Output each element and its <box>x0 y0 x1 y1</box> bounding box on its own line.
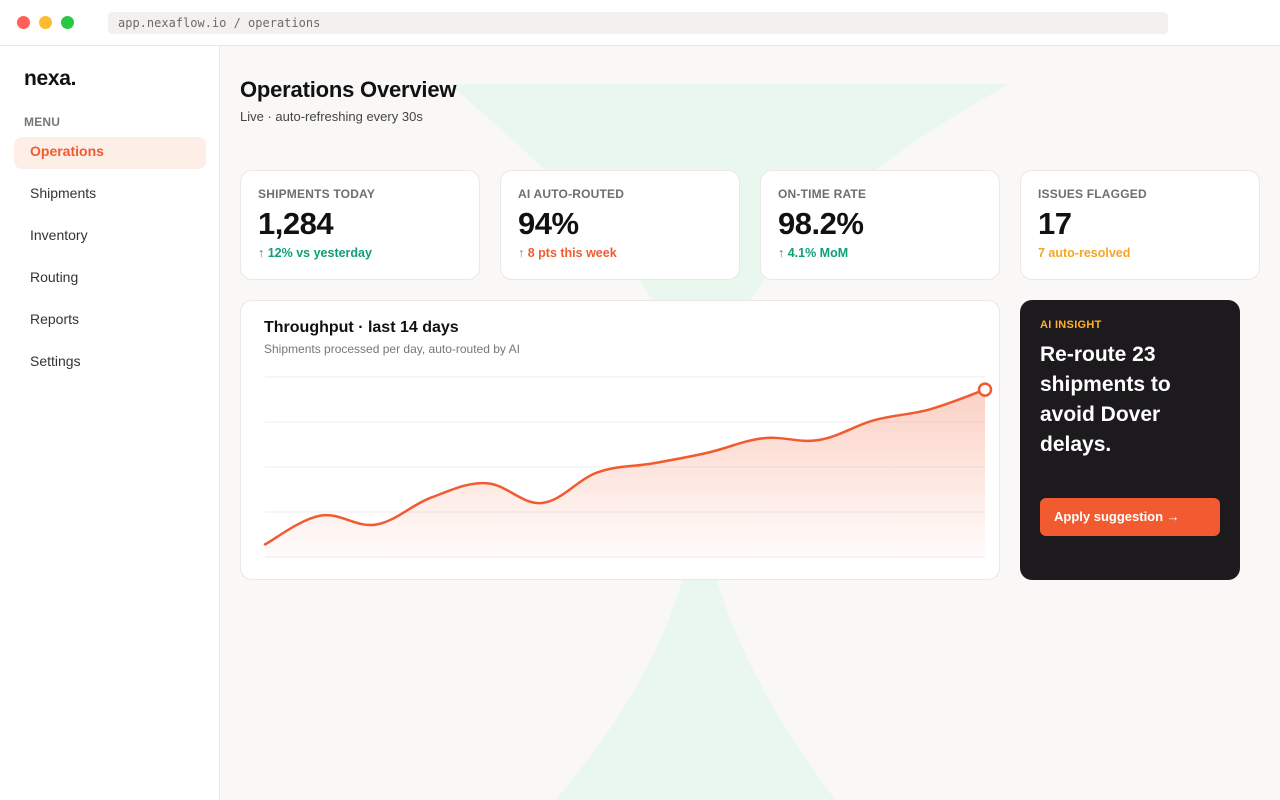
stat-label: SHIPMENTS TODAY <box>258 187 376 201</box>
address-bar[interactable]: app.nexaflow.io / operations <box>108 12 1168 34</box>
insight-text: Re-route 23 shipments to avoid Dover del… <box>1040 343 1171 456</box>
stat-value: 94% <box>518 206 579 241</box>
stat-label: ON-TIME RATE <box>778 187 867 201</box>
stat-trend: ↑ 8 pts this week <box>518 246 617 260</box>
sidebar: nexa. MENU Operations Shipments Inventor… <box>0 46 220 800</box>
chart-area-fill <box>265 389 985 557</box>
browser-chrome: app.nexaflow.io / operations <box>0 0 1280 46</box>
sidebar-item-routing[interactable]: Routing <box>30 269 79 285</box>
stat-value: 17 <box>1038 206 1072 241</box>
stat-card-issues-flagged[interactable]: ISSUES FLAGGED 17 7 auto-resolved <box>1020 170 1260 280</box>
stat-trend: ↑ 4.1% MoM <box>778 246 849 260</box>
chart-series-line <box>263 388 987 546</box>
ai-insight-card: AI INSIGHT Re-route 23 shipments to avoi… <box>1020 300 1240 580</box>
sidebar-item-reports[interactable]: Reports <box>30 311 80 327</box>
main-content: Operations Overview Live · auto-refreshi… <box>220 46 1280 800</box>
stat-value: 1,284 <box>258 206 334 241</box>
chart-title: Throughput · last 14 days <box>264 319 459 336</box>
maximize-window-button[interactable] <box>61 16 74 29</box>
stat-trend: ↑ 12% vs yesterday <box>258 246 372 260</box>
menu-section-label: MENU <box>24 115 61 129</box>
insight-label: AI INSIGHT <box>1040 319 1102 331</box>
stat-card-on-time-rate[interactable]: ON-TIME RATE 98.2% ↑ 4.1% MoM <box>760 170 1000 280</box>
close-window-button[interactable] <box>17 16 30 29</box>
sidebar-item-operations[interactable]: Operations <box>14 137 206 169</box>
throughput-chart-card: Throughput · last 14 days Shipments proc… <box>240 300 1000 580</box>
page-subtitle: Live · auto-refreshing every 30s <box>240 109 423 124</box>
chart-latest-point[interactable] <box>977 382 993 397</box>
sidebar-item-shipments[interactable]: Shipments <box>30 185 97 201</box>
stat-card-ai-auto-routed[interactable]: AI AUTO-ROUTED 94% ↑ 8 pts this week <box>500 170 740 280</box>
sidebar-item-inventory[interactable]: Inventory <box>30 227 88 243</box>
page-title: Operations Overview <box>240 77 457 102</box>
stat-card-shipments-today[interactable]: SHIPMENTS TODAY 1,284 ↑ 12% vs yesterday <box>240 170 480 280</box>
stat-label: ISSUES FLAGGED <box>1038 187 1147 201</box>
chart-subtitle: Shipments processed per day, auto-routed… <box>264 342 520 356</box>
stat-label: AI AUTO-ROUTED <box>518 187 625 201</box>
stat-trend: 7 auto-resolved <box>1038 246 1131 260</box>
stat-value: 98.2% <box>778 206 864 241</box>
app-logo[interactable]: nexa. <box>24 67 77 90</box>
sidebar-item-settings[interactable]: Settings <box>30 353 81 369</box>
minimize-window-button[interactable] <box>39 16 52 29</box>
apply-suggestion-button[interactable]: Apply suggestion → <box>1040 498 1220 536</box>
throughput-chart <box>263 376 993 558</box>
